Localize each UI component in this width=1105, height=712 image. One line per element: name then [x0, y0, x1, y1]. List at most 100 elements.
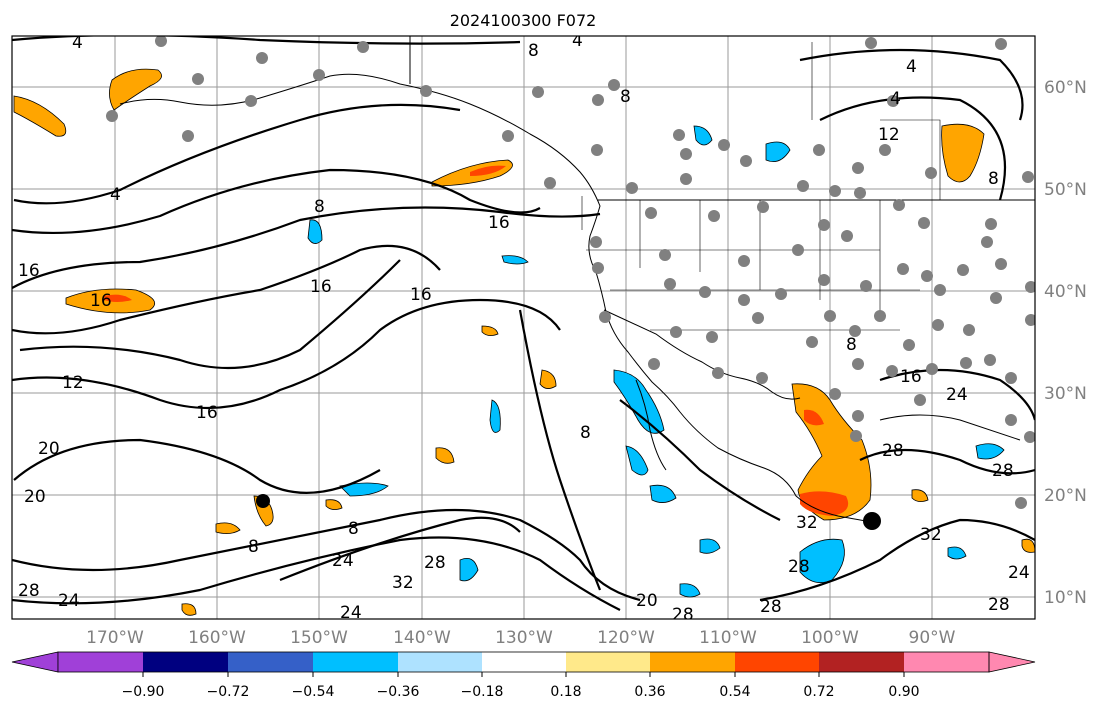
contour-label: 16 — [90, 291, 112, 311]
station-dot — [502, 130, 514, 142]
station-dot — [990, 292, 1002, 304]
contour-label: 8 — [846, 335, 857, 355]
colorbar-swatch — [904, 652, 989, 672]
station-dot — [850, 430, 862, 442]
lat-label: 50°N — [1044, 180, 1087, 200]
station-dot — [1025, 281, 1035, 293]
contour-label: 16 — [18, 261, 40, 281]
station-dot — [699, 286, 711, 298]
contour-24 — [12, 508, 641, 602]
colorbar-extend-low — [11, 651, 59, 673]
station-dot — [706, 331, 718, 343]
contour-label: 28 — [988, 595, 1010, 615]
contour-8 — [12, 168, 541, 235]
station-dot — [752, 312, 764, 324]
contour-label: 20 — [636, 591, 658, 611]
station-dot — [852, 162, 864, 174]
station-dot-dark — [863, 512, 881, 530]
lon-label: 160°W — [188, 628, 246, 648]
negative-patch-epac — [799, 538, 845, 584]
station-dot — [544, 177, 556, 189]
station-dot — [879, 144, 891, 156]
contour-label: 4 — [906, 57, 917, 77]
contour-label: 12 — [62, 373, 84, 393]
map-content: 4 4 4 4 4 8 8 8 8 8 8 8 8 12 12 16 16 16… — [12, 33, 1035, 625]
station-dot — [532, 86, 544, 98]
contour-label: 28 — [788, 557, 810, 577]
station-dot — [865, 37, 877, 49]
contour-16b — [12, 298, 561, 410]
station-dot — [738, 294, 750, 306]
station-dot — [932, 319, 944, 331]
station-dot — [963, 324, 975, 336]
station-dot — [648, 358, 660, 370]
contour-label: 28 — [992, 461, 1014, 481]
station-dot — [918, 217, 930, 229]
station-dot — [420, 85, 432, 97]
colorbar-tick-label: −0.18 — [461, 684, 504, 700]
station-dot — [914, 394, 926, 406]
colorbar-tick-label: −0.36 — [377, 684, 420, 700]
station-dot — [718, 139, 730, 151]
lon-label: 100°W — [801, 628, 859, 648]
station-dot — [592, 262, 604, 274]
coast-gulf — [879, 414, 1021, 441]
station-dot — [1025, 314, 1035, 326]
colorbar-swatch — [566, 652, 650, 672]
station-dot — [775, 288, 787, 300]
lon-label: 120°W — [597, 628, 655, 648]
station-dot — [813, 144, 825, 156]
station-dot — [957, 264, 969, 276]
lat-label: 40°N — [1044, 282, 1087, 302]
map-frame — [11, 35, 1036, 620]
contour-label: 12 — [878, 125, 900, 145]
contour-label: 8 — [248, 537, 259, 557]
station-dot — [357, 41, 369, 53]
contour-label: 28 — [760, 597, 782, 617]
station-dot — [757, 201, 769, 213]
contour-label: 32 — [796, 513, 818, 533]
lon-label: 130°W — [495, 628, 553, 648]
contour-label: 4 — [890, 89, 901, 109]
coast-west-america — [119, 73, 873, 523]
contour-label: 16 — [196, 403, 218, 423]
contour-12 — [12, 244, 441, 335]
contour-4-gulf — [13, 103, 461, 205]
positive-patch-bering — [109, 68, 162, 111]
station-dot — [854, 187, 866, 199]
contour-24-east — [879, 368, 1035, 421]
station-dot — [960, 357, 972, 369]
contour-label: 28 — [672, 605, 694, 625]
station-dot — [738, 255, 750, 267]
station-dot-dark — [256, 494, 270, 508]
station-dot — [708, 210, 720, 222]
station-dot — [592, 94, 604, 106]
contour-label: 28 — [18, 581, 40, 601]
station-dot — [841, 230, 853, 242]
station-dot — [852, 410, 864, 422]
colorbar-swatch — [398, 652, 482, 672]
station-dot — [756, 372, 768, 384]
contour-label: 28 — [424, 553, 446, 573]
contour-32 — [279, 516, 521, 582]
contour-label: 4 — [110, 185, 121, 205]
colorbar-extend-high — [988, 651, 1036, 673]
station-dot — [792, 244, 804, 256]
station-dot — [645, 207, 657, 219]
contour-label: 24 — [58, 591, 80, 611]
contour-8-mexico — [619, 399, 781, 521]
colorbar-tick-label: −0.54 — [292, 684, 335, 700]
lon-label: 110°W — [699, 628, 757, 648]
lon-label: 170°W — [86, 628, 144, 648]
station-dot — [860, 280, 872, 292]
colorbar-tick-label: 0.18 — [550, 684, 581, 700]
colorbar: −0.90 −0.72 −0.54 −0.36 −0.18 0.18 0.36 … — [11, 651, 1036, 700]
station-dot — [256, 52, 268, 64]
contour-label: 4 — [72, 33, 83, 53]
station-dot — [659, 249, 671, 261]
station-dot — [608, 79, 620, 91]
station-dot — [712, 367, 724, 379]
contours — [12, 36, 1035, 611]
station-dot — [590, 236, 602, 248]
